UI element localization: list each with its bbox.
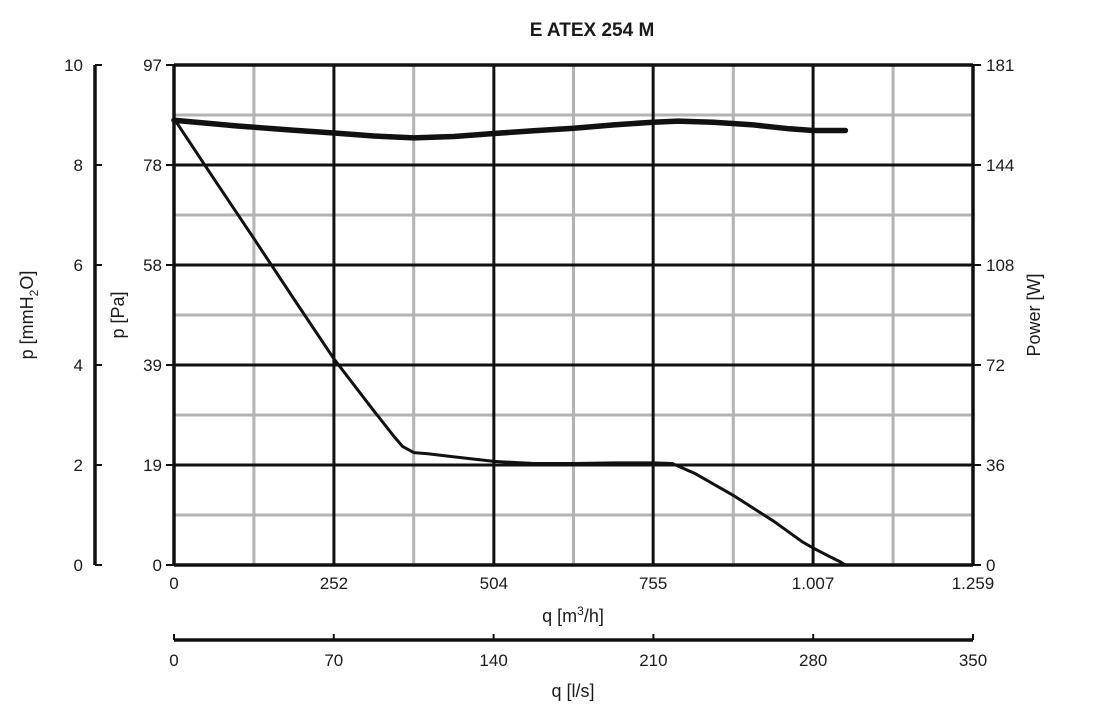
ls-tick-label: 350 bbox=[959, 651, 987, 670]
x-tick-label: 252 bbox=[320, 574, 348, 593]
power-tick-label: 181 bbox=[986, 56, 1014, 75]
y-axis-mmh2o-title-head: p [mmH bbox=[17, 296, 37, 359]
pressure-curve bbox=[172, 117, 847, 567]
x-axis-title-tail: /h] bbox=[584, 606, 604, 626]
axes-layer bbox=[93, 63, 981, 642]
x-axis-secondary-title: q [l/s] bbox=[551, 681, 594, 701]
pa-tick-label: 0 bbox=[153, 556, 162, 575]
power-tick-label: 36 bbox=[986, 456, 1005, 475]
ls-tick-label: 210 bbox=[639, 651, 667, 670]
y-axis-mmh2o-title-tail: O] bbox=[17, 271, 37, 290]
mmh2o-tick-label: 2 bbox=[74, 456, 83, 475]
mmh2o-tick-label: 8 bbox=[74, 156, 83, 175]
power-tick-label: 144 bbox=[986, 156, 1014, 175]
pa-tick-label: 39 bbox=[143, 356, 162, 375]
power-curve bbox=[171, 117, 849, 141]
ls-tick-label: 140 bbox=[479, 651, 507, 670]
power-tick-label: 108 bbox=[986, 256, 1014, 275]
x-tick-label: 0 bbox=[169, 574, 178, 593]
ls-tick-label: 70 bbox=[324, 651, 343, 670]
curves-layer bbox=[171, 117, 849, 567]
x-axis-title-text: q [m bbox=[542, 606, 577, 626]
mmh2o-tick-label: 6 bbox=[74, 256, 83, 275]
power-tick-label: 0 bbox=[986, 556, 995, 575]
y-axis-power-title: Power [W] bbox=[1024, 273, 1044, 356]
pa-tick-label: 78 bbox=[143, 156, 162, 175]
x-tick-label: 1.007 bbox=[792, 574, 835, 593]
ls-tick-label: 0 bbox=[169, 651, 178, 670]
y-axis-pa-title: p [Pa] bbox=[108, 291, 128, 338]
mmh2o-tick-label: 10 bbox=[64, 56, 83, 75]
ls-tick-label: 280 bbox=[799, 651, 827, 670]
pa-tick-label: 58 bbox=[143, 256, 162, 275]
x-tick-label: 1.259 bbox=[952, 574, 995, 593]
x-axis-title-superscript: 3 bbox=[577, 604, 584, 618]
mmh2o-tick-label: 0 bbox=[74, 556, 83, 575]
x-tick-label: 504 bbox=[480, 574, 508, 593]
y-axis-mmh2o-title: p [mmH2O] bbox=[17, 271, 41, 360]
chart-title: E ATEX 254 M bbox=[530, 20, 655, 41]
chart-grid bbox=[174, 65, 973, 565]
power-tick-label: 72 bbox=[986, 356, 1005, 375]
y-axis-mmh2o-title-subscript: 2 bbox=[27, 289, 41, 296]
pa-tick-label: 19 bbox=[143, 456, 162, 475]
mmh2o-tick-label: 4 bbox=[74, 356, 83, 375]
pa-tick-label: 97 bbox=[143, 56, 162, 75]
x-tick-label: 755 bbox=[639, 574, 667, 593]
x-axis-title: q [m3/h] bbox=[542, 604, 604, 626]
